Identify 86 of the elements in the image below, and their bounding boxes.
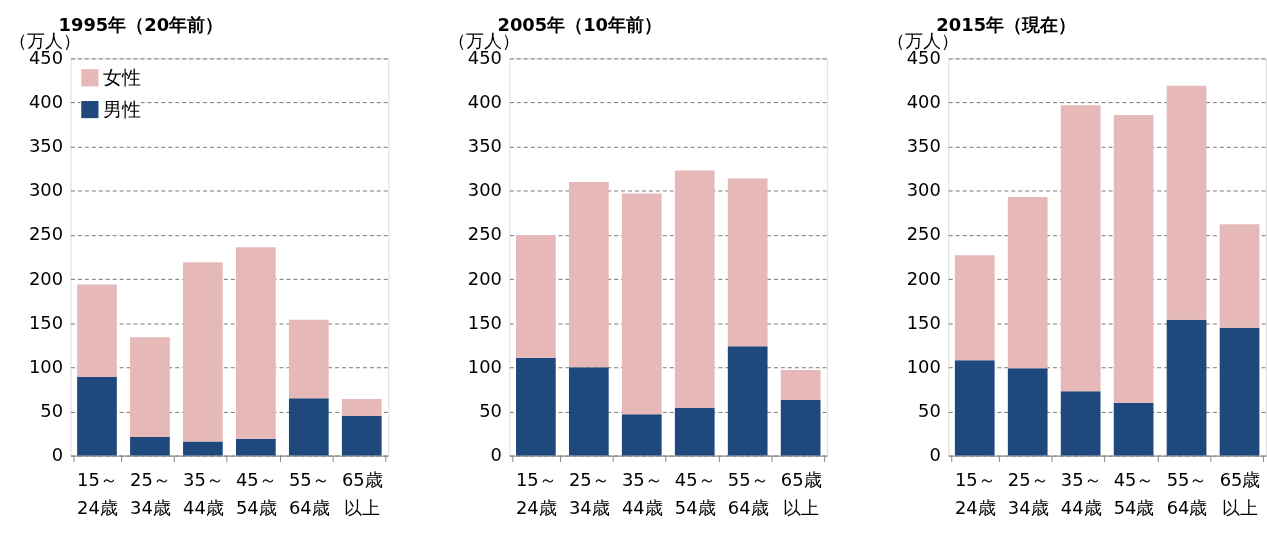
- bar: [288, 319, 329, 399]
- x-tick-label: 25～ 34歳: [1007, 468, 1049, 518]
- bar: [1113, 114, 1154, 403]
- x-tick-label: 35～ 44歳: [183, 468, 224, 518]
- bar: [235, 247, 276, 439]
- bar: [1113, 402, 1154, 456]
- bar: [288, 398, 329, 456]
- y-tick-label: 300: [28, 179, 64, 201]
- bar: [727, 178, 768, 347]
- bar: [1060, 105, 1101, 392]
- x-tick-label: 15～ 24歳: [954, 468, 996, 518]
- bar: [727, 346, 768, 456]
- x-tick-label: 65歳以上: [1219, 468, 1261, 518]
- x-tick-label: 15～ 24歳: [77, 468, 118, 518]
- y-tick-label: 0: [929, 444, 941, 466]
- bar: [77, 377, 117, 456]
- y-tick-label: 50: [40, 399, 64, 421]
- bar: [1219, 224, 1260, 328]
- legend-label: 男性: [103, 97, 142, 120]
- bar: [235, 438, 276, 456]
- y-tick-label: 200: [467, 267, 502, 289]
- bar: [1007, 368, 1048, 456]
- x-tick-label: 45～ 54歳: [1113, 468, 1155, 518]
- y-tick-label: 250: [28, 223, 64, 245]
- bar: [621, 414, 662, 456]
- x-tick-label: 55～ 64歳: [1166, 468, 1208, 518]
- y-tick-label: 300: [467, 179, 502, 201]
- x-tick-label: 45～ 54歳: [235, 468, 277, 518]
- x-tick-label: 55～ 64歳: [288, 468, 330, 518]
- bar: [780, 400, 821, 456]
- bar: [1166, 85, 1207, 320]
- chart-title: 1995年（20年前）: [58, 13, 224, 35]
- y-tick-label: 100: [28, 355, 64, 377]
- bar: [341, 415, 382, 456]
- y-tick-label: 300: [906, 179, 941, 201]
- bar: [621, 193, 662, 415]
- y-tick-label: 150: [28, 311, 64, 333]
- y-tick-label: 150: [467, 311, 502, 333]
- x-tick-label: 25～ 34歳: [130, 468, 171, 518]
- y-tick-label: 400: [467, 91, 502, 113]
- chart-title: 2005年（10年前）: [497, 13, 663, 35]
- bar: [1007, 197, 1048, 369]
- y-tick-label: 350: [906, 135, 941, 157]
- x-tick-label: 45～ 54歳: [674, 468, 716, 518]
- x-tick-label: 65歳以上: [780, 468, 822, 518]
- bar: [674, 407, 715, 456]
- y-tick-label: 250: [467, 223, 502, 245]
- bar: [183, 262, 223, 442]
- x-tick-label: 55～ 64歳: [727, 468, 769, 518]
- x-tick-label: 35～ 44歳: [1060, 468, 1102, 518]
- y-tick-label: 250: [906, 223, 941, 245]
- y-tick-label: 400: [906, 91, 941, 113]
- bar: [780, 370, 821, 401]
- bar: [954, 360, 995, 456]
- y-tick-label: 350: [28, 135, 64, 157]
- y-tick-label: 0: [490, 444, 502, 466]
- bar: [341, 399, 382, 416]
- bar: [568, 182, 609, 368]
- y-tick-label: 0: [51, 444, 64, 466]
- x-tick-label: 35～ 44歳: [621, 468, 663, 518]
- y-tick-label: 100: [467, 355, 502, 377]
- bar: [674, 170, 715, 408]
- bar: [516, 357, 556, 456]
- bar: [516, 234, 556, 358]
- x-tick-label: 15～ 24歳: [515, 468, 557, 518]
- y-tick-label: 50: [479, 399, 502, 421]
- bar: [1166, 319, 1207, 456]
- bar: [183, 441, 223, 456]
- bar: [130, 437, 170, 456]
- y-tick-label: 150: [906, 311, 941, 333]
- y-tick-label: 100: [906, 355, 941, 377]
- bar: [954, 255, 995, 361]
- chart-title: 2015年（現在）: [936, 13, 1077, 35]
- x-tick-label: 65歳以上: [341, 468, 383, 518]
- bar: [1219, 327, 1260, 456]
- y-tick-label: 400: [28, 91, 64, 113]
- bar: [1060, 391, 1101, 456]
- bar: [568, 367, 609, 456]
- bar: [77, 284, 117, 378]
- legend-label: 女性: [103, 65, 142, 88]
- y-tick-label: 350: [467, 135, 502, 157]
- y-tick-label: 200: [906, 267, 941, 289]
- x-tick-label: 25～ 34歳: [568, 468, 610, 518]
- bar: [130, 337, 170, 438]
- y-tick-label: 50: [918, 399, 941, 421]
- y-tick-label: 200: [28, 267, 64, 289]
